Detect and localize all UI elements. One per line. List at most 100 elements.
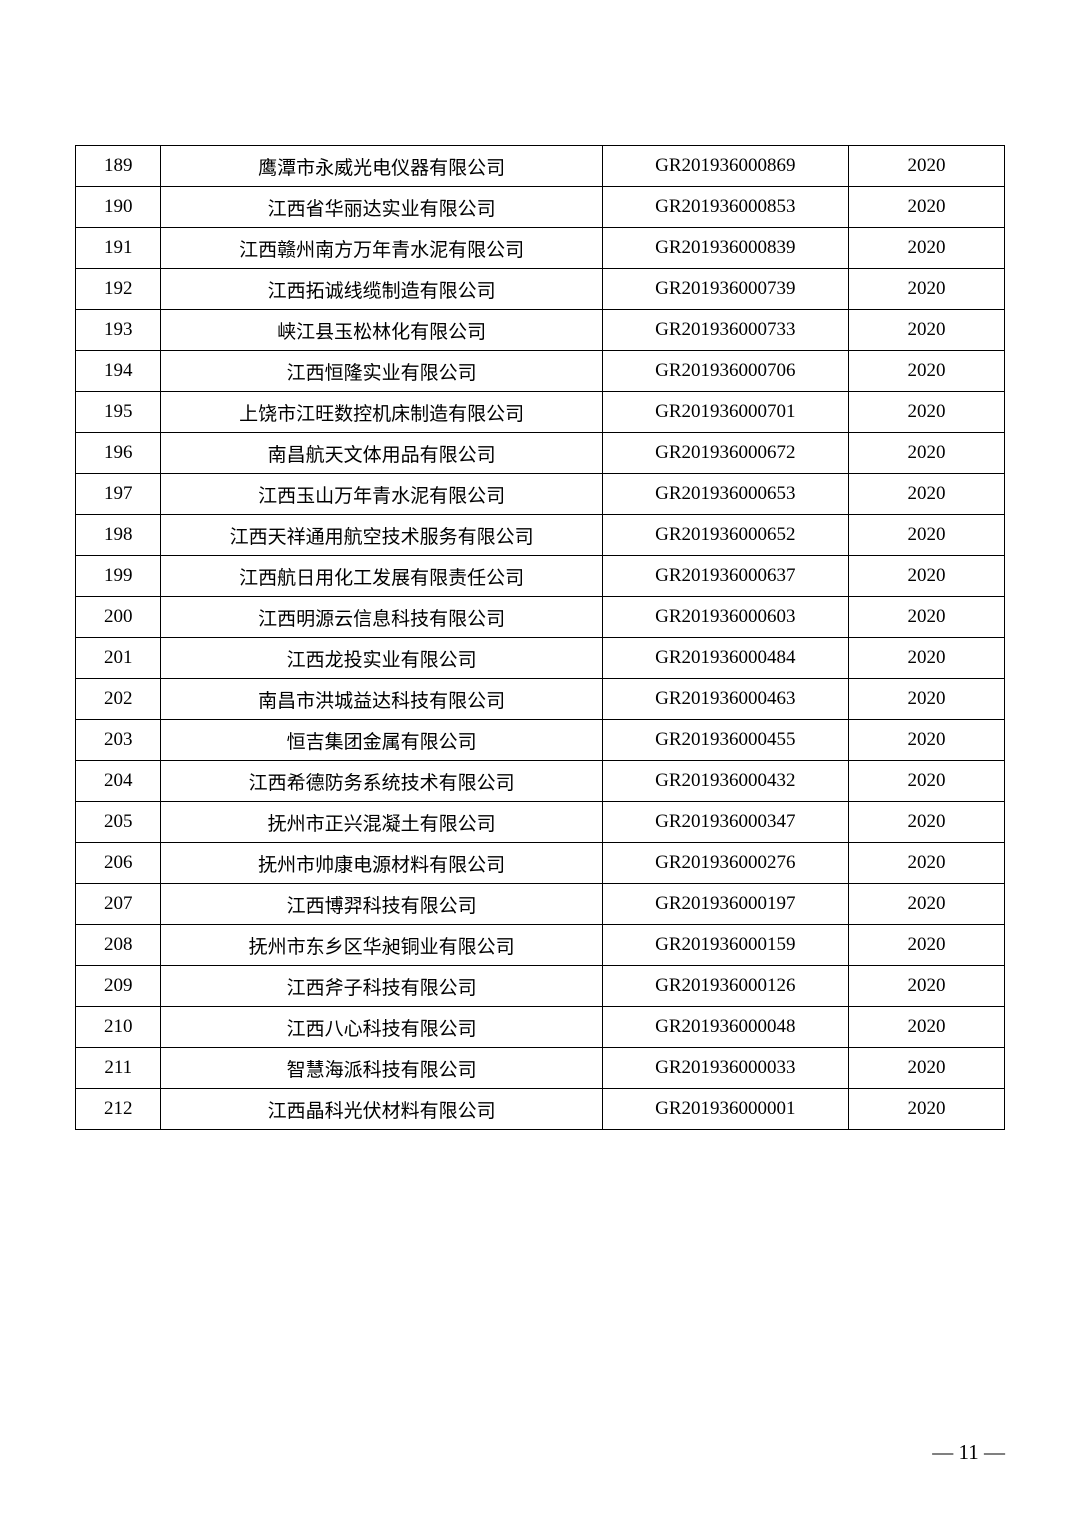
cell-year: 2020 (848, 679, 1004, 720)
table-row: 192江西拓诚线缆制造有限公司GR2019360007392020 (76, 269, 1005, 310)
cell-seq: 197 (76, 474, 161, 515)
table-row: 205抚州市正兴混凝土有限公司GR2019360003472020 (76, 802, 1005, 843)
table-row: 212江西晶科光伏材料有限公司GR2019360000012020 (76, 1089, 1005, 1130)
cell-year: 2020 (848, 843, 1004, 884)
table-row: 210江西八心科技有限公司GR2019360000482020 (76, 1007, 1005, 1048)
cell-code: GR201936000733 (602, 310, 848, 351)
cell-seq: 210 (76, 1007, 161, 1048)
table-row: 206抚州市帅康电源材料有限公司GR2019360002762020 (76, 843, 1005, 884)
table-row: 208抚州市东乡区华昶铜业有限公司GR2019360001592020 (76, 925, 1005, 966)
table-row: 209江西斧子科技有限公司GR2019360001262020 (76, 966, 1005, 1007)
cell-year: 2020 (848, 228, 1004, 269)
cell-code: GR201936000463 (602, 679, 848, 720)
cell-seq: 193 (76, 310, 161, 351)
cell-name: 江西玉山万年青水泥有限公司 (161, 474, 602, 515)
cell-year: 2020 (848, 597, 1004, 638)
cell-name: 江西八心科技有限公司 (161, 1007, 602, 1048)
table-row: 190江西省华丽达实业有限公司GR2019360008532020 (76, 187, 1005, 228)
table-row: 189鹰潭市永威光电仪器有限公司GR2019360008692020 (76, 146, 1005, 187)
cell-name: 南昌市洪城益达科技有限公司 (161, 679, 602, 720)
cell-name: 江西明源云信息科技有限公司 (161, 597, 602, 638)
cell-seq: 191 (76, 228, 161, 269)
cell-code: GR201936000637 (602, 556, 848, 597)
cell-year: 2020 (848, 925, 1004, 966)
cell-year: 2020 (848, 351, 1004, 392)
cell-seq: 207 (76, 884, 161, 925)
cell-code: GR201936000706 (602, 351, 848, 392)
cell-year: 2020 (848, 1048, 1004, 1089)
cell-seq: 199 (76, 556, 161, 597)
cell-name: 鹰潭市永威光电仪器有限公司 (161, 146, 602, 187)
cell-name: 江西天祥通用航空技术服务有限公司 (161, 515, 602, 556)
cell-year: 2020 (848, 187, 1004, 228)
cell-name: 抚州市帅康电源材料有限公司 (161, 843, 602, 884)
cell-year: 2020 (848, 269, 1004, 310)
cell-seq: 203 (76, 720, 161, 761)
cell-name: 峡江县玉松林化有限公司 (161, 310, 602, 351)
cell-code: GR201936000652 (602, 515, 848, 556)
cell-code: GR201936000048 (602, 1007, 848, 1048)
cell-seq: 190 (76, 187, 161, 228)
cell-seq: 208 (76, 925, 161, 966)
cell-name: 江西博羿科技有限公司 (161, 884, 602, 925)
cell-seq: 200 (76, 597, 161, 638)
cell-name: 江西省华丽达实业有限公司 (161, 187, 602, 228)
table-row: 199江西航日用化工发展有限责任公司GR2019360006372020 (76, 556, 1005, 597)
cell-seq: 198 (76, 515, 161, 556)
cell-seq: 201 (76, 638, 161, 679)
cell-seq: 206 (76, 843, 161, 884)
cell-code: GR201936000653 (602, 474, 848, 515)
cell-name: 江西拓诚线缆制造有限公司 (161, 269, 602, 310)
cell-year: 2020 (848, 761, 1004, 802)
cell-year: 2020 (848, 720, 1004, 761)
cell-year: 2020 (848, 474, 1004, 515)
cell-name: 江西航日用化工发展有限责任公司 (161, 556, 602, 597)
cell-code: GR201936000869 (602, 146, 848, 187)
cell-code: GR201936000839 (602, 228, 848, 269)
cell-name: 恒吉集团金属有限公司 (161, 720, 602, 761)
cell-seq: 195 (76, 392, 161, 433)
cell-name: 江西龙投实业有限公司 (161, 638, 602, 679)
cell-seq: 205 (76, 802, 161, 843)
cell-year: 2020 (848, 884, 1004, 925)
cell-name: 抚州市东乡区华昶铜业有限公司 (161, 925, 602, 966)
cell-code: GR201936000853 (602, 187, 848, 228)
table-body: 189鹰潭市永威光电仪器有限公司GR2019360008692020190江西省… (76, 146, 1005, 1130)
cell-year: 2020 (848, 392, 1004, 433)
cell-year: 2020 (848, 515, 1004, 556)
cell-name: 江西斧子科技有限公司 (161, 966, 602, 1007)
cell-seq: 194 (76, 351, 161, 392)
cell-year: 2020 (848, 1089, 1004, 1130)
table-row: 207江西博羿科技有限公司GR2019360001972020 (76, 884, 1005, 925)
table-row: 195上饶市江旺数控机床制造有限公司GR2019360007012020 (76, 392, 1005, 433)
table-row: 204江西希德防务系统技术有限公司GR2019360004322020 (76, 761, 1005, 802)
cell-code: GR201936000001 (602, 1089, 848, 1130)
cell-name: 智慧海派科技有限公司 (161, 1048, 602, 1089)
table-row: 201江西龙投实业有限公司GR2019360004842020 (76, 638, 1005, 679)
cell-code: GR201936000276 (602, 843, 848, 884)
cell-year: 2020 (848, 556, 1004, 597)
cell-seq: 202 (76, 679, 161, 720)
page-number: — 11 — (932, 1440, 1005, 1465)
cell-year: 2020 (848, 310, 1004, 351)
cell-seq: 196 (76, 433, 161, 474)
page-container: 189鹰潭市永威光电仪器有限公司GR2019360008692020190江西省… (0, 0, 1080, 1130)
cell-code: GR201936000347 (602, 802, 848, 843)
cell-year: 2020 (848, 638, 1004, 679)
cell-name: 江西恒隆实业有限公司 (161, 351, 602, 392)
cell-code: GR201936000033 (602, 1048, 848, 1089)
cell-code: GR201936000701 (602, 392, 848, 433)
cell-seq: 192 (76, 269, 161, 310)
cell-code: GR201936000126 (602, 966, 848, 1007)
cell-name: 江西希德防务系统技术有限公司 (161, 761, 602, 802)
cell-name: 南昌航天文体用品有限公司 (161, 433, 602, 474)
cell-name: 江西晶科光伏材料有限公司 (161, 1089, 602, 1130)
cell-name: 上饶市江旺数控机床制造有限公司 (161, 392, 602, 433)
table-row: 198江西天祥通用航空技术服务有限公司GR2019360006522020 (76, 515, 1005, 556)
cell-seq: 212 (76, 1089, 161, 1130)
cell-code: GR201936000432 (602, 761, 848, 802)
cell-seq: 189 (76, 146, 161, 187)
cell-code: GR201936000197 (602, 884, 848, 925)
table-row: 197江西玉山万年青水泥有限公司GR2019360006532020 (76, 474, 1005, 515)
cell-name: 抚州市正兴混凝土有限公司 (161, 802, 602, 843)
